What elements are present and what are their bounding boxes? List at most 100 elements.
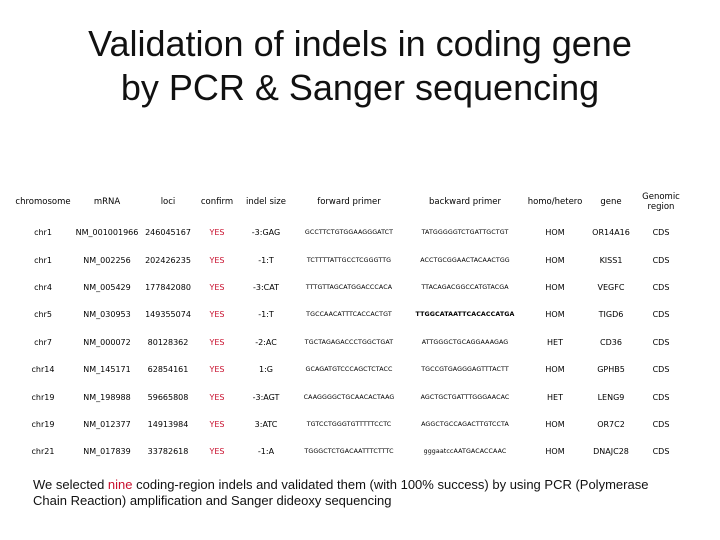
cell-confirm: YES bbox=[209, 282, 225, 292]
header-homo-hetero: homo/hetero bbox=[527, 197, 583, 207]
cell-gene: GPHB5 bbox=[597, 365, 625, 375]
cell-indel-size: -3:AGT bbox=[252, 392, 280, 402]
cell-backward-primer: TTGGCATAATTCACACCATGA bbox=[415, 311, 515, 319]
table-header-row: chromosome mRNA loci confirm indel size … bbox=[14, 185, 686, 219]
cell-indel-size: -1:T bbox=[258, 255, 274, 265]
cell-gene: CD36 bbox=[600, 337, 622, 347]
cell-loci: 202426235 bbox=[145, 255, 191, 265]
cell-genomic-region: CDS bbox=[652, 365, 670, 375]
cell-indel-size: -3:GAG bbox=[251, 228, 281, 238]
cell-mrna: NM_198988 bbox=[83, 392, 131, 402]
header-backward-primer: backward primer bbox=[428, 197, 502, 207]
cell-confirm: YES bbox=[209, 392, 225, 402]
cell-homo-hetero: HOM bbox=[545, 255, 565, 265]
cell-forward-primer: CAAGGGGCTGCAACACTAAG bbox=[303, 393, 395, 401]
indel-validation-table: chromosome mRNA loci confirm indel size … bbox=[14, 185, 686, 466]
cell-mrna: NM_005429 bbox=[83, 282, 131, 292]
cell-indel-size: 1:G bbox=[259, 365, 273, 375]
cell-homo-hetero: HOM bbox=[545, 419, 565, 429]
caption-text-start: We selected bbox=[33, 477, 108, 492]
cell-indel-size: -3:CAT bbox=[253, 282, 279, 292]
header-chromosome: chromosome bbox=[15, 197, 71, 207]
title-line-2: by PCR & Sanger sequencing bbox=[120, 67, 600, 108]
cell-indel-size: -2:AC bbox=[255, 337, 277, 347]
cell-backward-primer: TTACAGACGGCCATGTACGA bbox=[421, 283, 509, 291]
cell-mrna: NM_017839 bbox=[83, 447, 131, 457]
cell-gene: OR7C2 bbox=[597, 419, 625, 429]
cell-genomic-region: CDS bbox=[652, 310, 670, 320]
cell-backward-primer: AGCTGCTGATTTGGGAACAC bbox=[420, 393, 510, 401]
cell-mrna: NM_001001966 bbox=[75, 228, 139, 238]
cell-forward-primer: GCCTTCTGTGGAAGGGATCT bbox=[304, 229, 394, 237]
cell-forward-primer: TGGGCTCTGACAATTTCTTTC bbox=[304, 448, 394, 456]
cell-chromosome: chr5 bbox=[34, 310, 52, 320]
cell-backward-primer: gggaatccAATGACACCAAC bbox=[423, 448, 507, 456]
cell-gene: TIGD6 bbox=[598, 310, 624, 320]
caption-highlight-count: nine bbox=[107, 477, 133, 492]
cell-confirm: YES bbox=[209, 255, 225, 265]
header-mrna: mRNA bbox=[93, 197, 121, 207]
cell-confirm: YES bbox=[209, 419, 225, 429]
cell-loci: 80128362 bbox=[147, 337, 189, 347]
cell-genomic-region: CDS bbox=[652, 282, 670, 292]
cell-genomic-region: CDS bbox=[652, 228, 670, 238]
cell-forward-primer: TGCTAGAGACCCTGGCTGAT bbox=[304, 338, 394, 346]
cell-loci: 246045167 bbox=[145, 228, 191, 238]
caption-text-end: coding-region indels and validated them … bbox=[33, 477, 649, 508]
cell-backward-primer: TGCCGTGAGGGAGTTTACTT bbox=[421, 366, 509, 374]
cell-chromosome: chr1 bbox=[34, 228, 52, 238]
cell-homo-hetero: HOM bbox=[545, 310, 565, 320]
table-row: chr19 NM_012377 14913984 YES 3:ATC TGTCC… bbox=[14, 411, 686, 438]
cell-forward-primer: TGCCAACATTTCACCACTGT bbox=[306, 311, 392, 319]
cell-loci: 59665808 bbox=[147, 392, 189, 402]
cell-backward-primer: AGGCTGCCAGACTTGTCCTA bbox=[421, 420, 509, 428]
cell-loci: 177842080 bbox=[145, 282, 191, 292]
cell-indel-size: -1:A bbox=[257, 447, 275, 457]
table-row: chr19 NM_198988 59665808 YES -3:AGT CAAG… bbox=[14, 383, 686, 410]
cell-chromosome: chr1 bbox=[34, 255, 52, 265]
cell-loci: 14913984 bbox=[147, 419, 189, 429]
table-row: chr7 NM_000072 80128362 YES -2:AC TGCTAG… bbox=[14, 329, 686, 356]
cell-gene: DNAJC28 bbox=[593, 447, 629, 457]
cell-chromosome: chr7 bbox=[34, 337, 52, 347]
cell-chromosome: chr21 bbox=[31, 447, 55, 457]
cell-mrna: NM_000072 bbox=[83, 337, 131, 347]
cell-mrna: NM_002256 bbox=[83, 255, 131, 265]
cell-confirm: YES bbox=[209, 365, 225, 375]
cell-homo-hetero: HOM bbox=[545, 365, 565, 375]
cell-gene: LENG9 bbox=[597, 392, 625, 402]
cell-backward-primer: ATTGGGCTGCAGGAAAGAG bbox=[421, 338, 509, 346]
cell-genomic-region: CDS bbox=[652, 337, 670, 347]
cell-homo-hetero: HET bbox=[547, 392, 563, 402]
cell-confirm: YES bbox=[209, 447, 225, 457]
table-row: chr21 NM_017839 33782618 YES -1:A TGGGCT… bbox=[14, 438, 686, 465]
table-row: chr5 NM_030953 149355074 YES -1:T TGCCAA… bbox=[14, 301, 686, 328]
cell-gene: OR14A16 bbox=[592, 228, 630, 238]
cell-forward-primer: GCAGATGTCCCAGCTCTACC bbox=[305, 366, 393, 374]
title-line-1: Validation of indels in coding gene bbox=[88, 23, 632, 64]
header-forward-primer: forward primer bbox=[317, 197, 381, 207]
cell-homo-hetero: HET bbox=[547, 337, 563, 347]
cell-backward-primer: TATGGGGGTCTGATTGCTGT bbox=[421, 229, 509, 237]
header-confirm: confirm bbox=[200, 197, 234, 207]
header-indel-size: indel size bbox=[246, 197, 286, 207]
cell-indel-size: -1:T bbox=[258, 310, 274, 320]
cell-chromosome: chr4 bbox=[34, 282, 52, 292]
cell-mrna: NM_145171 bbox=[83, 365, 131, 375]
cell-confirm: YES bbox=[209, 310, 225, 320]
cell-genomic-region: CDS bbox=[652, 392, 670, 402]
cell-forward-primer: TTTGTTAGCATGGACCCACA bbox=[305, 283, 393, 291]
header-gene: gene bbox=[600, 197, 622, 207]
cell-confirm: YES bbox=[209, 228, 225, 238]
table-row: chr4 NM_005429 177842080 YES -3:CAT TTTG… bbox=[14, 274, 686, 301]
summary-caption: We selected nine coding-region indels an… bbox=[33, 477, 673, 509]
cell-forward-primer: TGTCCTGGGTGTTTTTCCTC bbox=[306, 420, 392, 428]
table-row: chr1 NM_002256 202426235 YES -1:T TCTTTT… bbox=[14, 246, 686, 273]
table-row: chr1 NM_001001966 246045167 YES -3:GAG G… bbox=[14, 219, 686, 246]
cell-mrna: NM_012377 bbox=[83, 419, 131, 429]
cell-indel-size: 3:ATC bbox=[254, 419, 278, 429]
header-loci: loci bbox=[160, 197, 176, 207]
table-row: chr14 NM_145171 62854161 YES 1:G GCAGATG… bbox=[14, 356, 686, 383]
cell-gene: VEGFC bbox=[597, 282, 625, 292]
cell-loci: 33782618 bbox=[147, 447, 189, 457]
